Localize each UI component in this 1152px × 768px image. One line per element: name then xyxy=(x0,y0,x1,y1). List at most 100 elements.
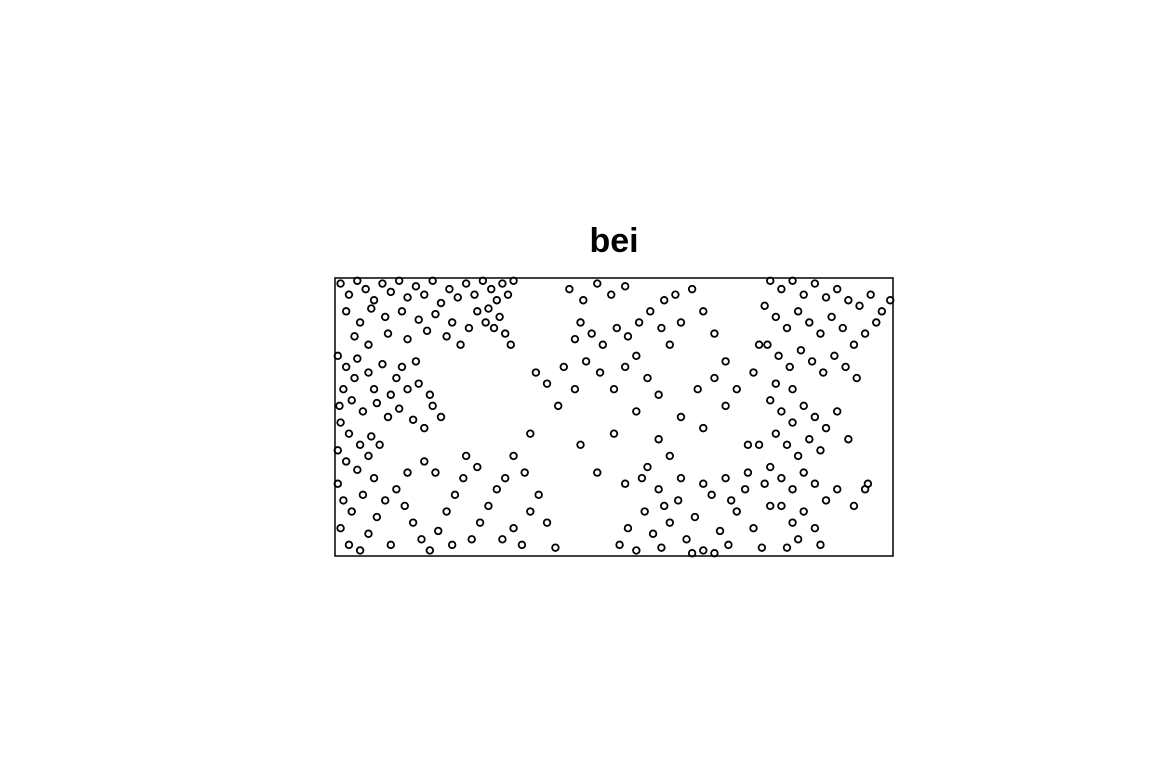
point xyxy=(341,362,351,372)
point xyxy=(336,418,345,427)
point xyxy=(821,423,831,433)
point xyxy=(657,323,666,333)
point xyxy=(833,485,842,494)
point xyxy=(551,543,560,552)
point xyxy=(428,401,437,411)
point xyxy=(350,332,359,341)
point xyxy=(526,429,535,438)
point xyxy=(827,312,836,322)
point xyxy=(392,373,401,383)
point xyxy=(503,290,513,299)
point xyxy=(489,323,499,333)
point xyxy=(425,546,435,555)
point xyxy=(660,501,669,511)
point xyxy=(442,332,451,341)
point xyxy=(461,279,471,288)
point xyxy=(335,401,344,411)
point xyxy=(676,473,686,483)
point xyxy=(774,351,783,361)
point xyxy=(623,524,633,533)
point xyxy=(355,440,365,449)
point xyxy=(559,362,568,372)
point xyxy=(810,412,820,422)
point xyxy=(481,318,490,327)
point xyxy=(339,496,348,505)
point xyxy=(576,318,585,327)
point xyxy=(782,323,792,333)
point xyxy=(386,540,395,550)
point xyxy=(671,290,680,299)
point xyxy=(607,290,616,299)
point xyxy=(394,276,404,285)
point xyxy=(771,379,781,388)
point xyxy=(785,362,794,372)
point xyxy=(581,357,591,366)
point xyxy=(830,351,839,361)
point xyxy=(609,385,619,394)
point xyxy=(777,407,786,416)
point xyxy=(749,368,758,377)
point xyxy=(855,301,864,310)
point xyxy=(687,549,697,558)
point xyxy=(766,501,775,511)
point xyxy=(392,485,401,494)
point xyxy=(333,479,342,488)
point xyxy=(339,385,348,394)
point xyxy=(408,415,418,424)
point xyxy=(766,276,775,285)
point xyxy=(344,429,354,438)
point xyxy=(805,435,814,444)
point xyxy=(495,312,504,322)
point xyxy=(777,501,786,511)
point xyxy=(570,334,580,344)
point xyxy=(665,518,674,527)
point xyxy=(341,307,351,316)
point xyxy=(799,401,808,411)
point xyxy=(793,535,803,544)
point xyxy=(877,307,887,316)
point xyxy=(579,296,588,305)
point xyxy=(821,496,831,505)
point xyxy=(414,315,423,324)
point xyxy=(333,351,342,361)
point xyxy=(347,507,356,516)
point xyxy=(369,296,379,305)
point xyxy=(464,323,474,333)
point xyxy=(492,485,502,494)
point xyxy=(403,385,412,394)
point xyxy=(355,318,365,327)
point xyxy=(333,446,342,455)
point xyxy=(637,473,647,483)
point xyxy=(353,276,362,285)
point xyxy=(467,535,476,544)
point xyxy=(436,412,446,422)
point xyxy=(749,524,758,533)
point xyxy=(665,340,674,349)
point xyxy=(397,307,407,316)
point xyxy=(436,298,446,308)
point xyxy=(598,340,608,349)
point xyxy=(372,398,382,408)
point xyxy=(417,535,426,544)
point xyxy=(361,284,370,294)
point xyxy=(372,512,382,522)
window xyxy=(334,277,894,557)
point xyxy=(420,423,429,433)
point xyxy=(411,357,421,366)
point xyxy=(375,440,384,449)
point xyxy=(509,276,518,285)
point xyxy=(615,540,624,550)
point xyxy=(434,526,443,536)
point xyxy=(353,354,362,363)
point xyxy=(841,362,850,372)
point xyxy=(358,490,368,500)
point xyxy=(344,290,354,299)
point xyxy=(707,490,716,500)
point xyxy=(369,473,379,483)
point xyxy=(699,546,708,555)
point xyxy=(336,279,345,288)
point xyxy=(726,496,736,505)
point xyxy=(587,329,596,338)
